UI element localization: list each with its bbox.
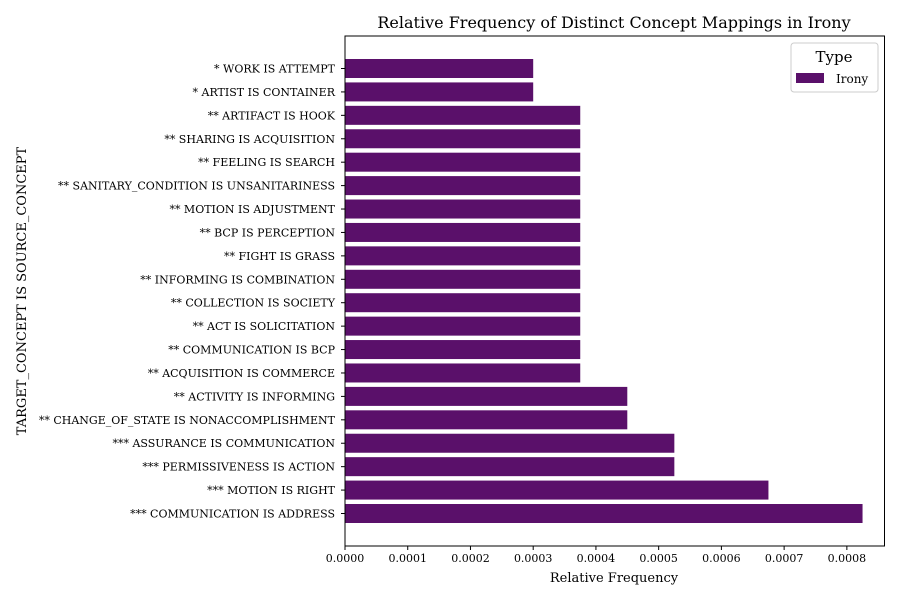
y-tick-labels: * WORK IS ATTEMPT * ARTIST IS CONTAINER **… [39, 63, 345, 521]
y-tick-label: ** COMMUNICATION IS BCP [168, 344, 335, 357]
legend: Type Irony [790, 42, 879, 93]
bar [345, 316, 581, 336]
y-tick-label: ** SANITARY_CONDITION IS UNSANITARINESS [58, 180, 335, 193]
y-tick-label: ** FIGHT IS GRASS [224, 250, 335, 263]
y-tick-label: ** SHARING IS ACQUISITION [164, 133, 335, 146]
y-tick-label: ** INFORMING IS COMBINATION [140, 273, 335, 286]
bar [345, 386, 628, 406]
legend-entry-label: Irony [836, 72, 868, 86]
bar [345, 363, 581, 383]
y-tick-label: ** ACTIVITY IS INFORMING [174, 390, 335, 403]
bar [345, 59, 534, 78]
x-tick-label: 0.0008 [828, 552, 867, 565]
y-tick-label: ** ARTIFACT IS HOOK [208, 109, 336, 122]
y-tick-label: *** COMMUNICATION IS ADDRESS [130, 508, 335, 521]
bar [345, 199, 581, 219]
x-tick-label: 0.0001 [388, 552, 427, 565]
x-tick-label: 0.0006 [702, 552, 741, 565]
y-tick-label: * WORK IS ATTEMPT [214, 63, 336, 76]
bar [345, 246, 581, 266]
y-tick-label: ** MOTION IS ADJUSTMENT [169, 203, 335, 216]
y-axis-label: TARGET_CONCEPT IS SOURCE_CONCEPT [15, 146, 30, 435]
x-tick-label: 0.0007 [765, 552, 804, 565]
bar [345, 340, 581, 360]
bar [345, 293, 581, 313]
x-tick-label: 0.0003 [514, 552, 553, 565]
y-tick-label: ** ACQUISITION IS COMMERCE [148, 367, 335, 380]
bar [345, 480, 769, 500]
bar [345, 269, 581, 289]
y-tick-label: * ARTIST IS CONTAINER [193, 86, 336, 99]
bar [345, 129, 581, 149]
x-tick-label: 0.0004 [577, 552, 616, 565]
bar [345, 504, 863, 523]
legend-swatch [796, 73, 824, 83]
y-tick-label: ** FEELING IS SEARCH [198, 156, 335, 169]
y-tick-label: ** CHANGE_OF_STATE IS NONACCOMPLISHMENT [39, 414, 336, 427]
y-tick-label: *** PERMISSIVENESS IS ACTION [142, 461, 335, 474]
chart-title: Relative Frequency of Distinct Concept M… [377, 13, 850, 32]
bar [345, 82, 534, 102]
x-tick-label: 0.0000 [326, 552, 365, 565]
x-tick-label: 0.0002 [451, 552, 490, 565]
y-tick-label: ** COLLECTION IS SOCIETY [171, 297, 336, 310]
y-tick-label: ** BCP IS PERCEPTION [200, 226, 336, 239]
bar [345, 105, 581, 125]
plot-frame [344, 35, 885, 547]
y-tick-label: *** ASSURANCE IS COMMUNICATION [112, 437, 335, 450]
bars-layer [345, 59, 863, 523]
x-ticks: 0.0000 0.0001 0.0002 0.0003 0.0004 0.0005 0.00… [326, 546, 866, 565]
y-tick-label: *** MOTION IS RIGHT [207, 484, 335, 497]
bar [345, 457, 675, 477]
x-tick-label: 0.0005 [639, 552, 678, 565]
y-tick-label: ** ACT IS SOLICITATION [193, 320, 336, 333]
x-axis-label: Relative Frequency [550, 571, 679, 586]
bar [345, 152, 581, 172]
bar [345, 410, 628, 430]
legend-title: Type [816, 48, 853, 66]
bar [345, 176, 581, 196]
bar [345, 433, 675, 453]
bar [345, 222, 581, 242]
